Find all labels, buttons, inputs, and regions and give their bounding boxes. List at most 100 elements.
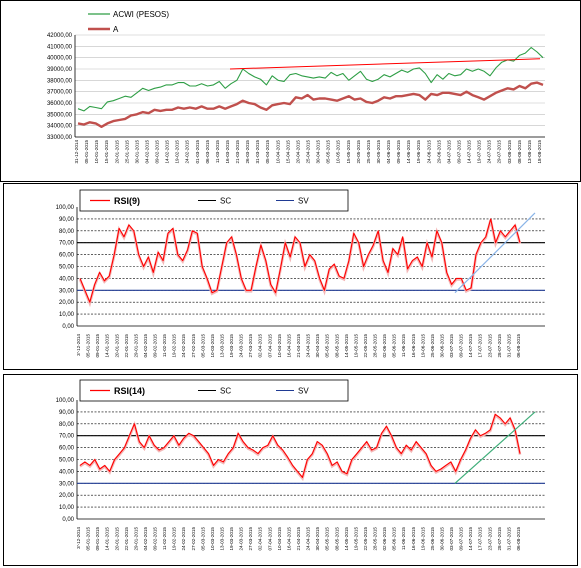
x-tick-label: 20-01-2015 (114, 334, 119, 358)
x-tick-label: 09-02-2015 (153, 527, 158, 551)
x-tick-label: 04-02-2015 (143, 334, 148, 358)
x-tick-label: 19-06-2015 (420, 334, 425, 358)
y-tick-label: 34000,00 (47, 124, 73, 130)
x-tick-label: 15-05-2015 (346, 140, 351, 164)
x-tick-label: 21-04-2015 (296, 334, 301, 358)
x-tick-label: 30-04-2015 (315, 527, 320, 551)
chart-2: 0,00 10,00 20,00 30,00 40,00 50,00 60,00 70,00 8… (3, 183, 578, 370)
x-tick-label: 10-04-2015 (275, 140, 280, 164)
x-tick-label: 30-01-2015 (134, 140, 139, 164)
y-tick-label: 50,00 (59, 458, 75, 464)
x-tick-label: 02-06-2015 (382, 334, 387, 358)
y-tick-label: 42000,00 (47, 33, 73, 39)
x-tick-label: 22-05-2015 (363, 527, 368, 551)
chart-frame (0, 0, 581, 182)
x-tick-label: 07-04-2015 (267, 334, 272, 358)
y-tick-label: 60,00 (59, 253, 75, 259)
legend-label: RSI(14) (114, 386, 145, 396)
legend-label: SC (220, 197, 231, 206)
x-tick-label: 30-05-2015 (376, 140, 381, 164)
x-tick-label: 06-08-2015 (516, 527, 521, 551)
x-tick-label: 31-03-2015 (255, 140, 260, 164)
x-tick-label: 24-02-2015 (181, 527, 186, 551)
legend-label: A (113, 25, 119, 34)
x-tick-label: 05-05-2015 (325, 527, 330, 551)
x-tick-label: 31-07-2015 (506, 334, 511, 358)
series-line-3 (229, 58, 541, 70)
x-tick-label: 30-06-2015 (439, 527, 444, 551)
x-tick-label: 09-07-2015 (456, 140, 461, 164)
series-line-2 (77, 81, 544, 128)
x-tick-label: 24-04-2015 (306, 527, 311, 551)
y-tick-label: 60,00 (59, 446, 75, 452)
x-tick-label: 22-05-2015 (363, 334, 368, 358)
x-tick-label: 19-06-2015 (420, 527, 425, 551)
y-tick-label: 50,00 (59, 265, 75, 271)
y-tick-label: 40,00 (59, 276, 75, 282)
x-tick-label: 11-02-2015 (162, 334, 167, 358)
x-tick-label: 08-08-2015 (517, 140, 522, 164)
y-tick-label: 70,00 (59, 434, 75, 440)
legend-label: SV (298, 387, 309, 396)
x-tick-label: 05-06-2015 (392, 334, 397, 358)
x-tick-label: 13-03-2015 (219, 334, 224, 358)
x-tick-label: 27-02-2015 (191, 527, 196, 551)
x-tick-label: 27-03-2015 (248, 334, 253, 358)
x-tick-label: 02-04-2015 (258, 527, 263, 551)
x-tick-label: 29-07-2015 (497, 140, 502, 164)
x-tick-label: 11-06-2015 (401, 334, 406, 358)
x-tick-label: 14-05-2015 (344, 527, 349, 551)
x-tick-label: 08-05-2015 (334, 527, 339, 551)
x-tick-label: 25-05-2015 (366, 140, 371, 164)
x-tick-label: 29-01-2015 (133, 334, 138, 358)
x-tick-label: 17-07-2015 (478, 527, 483, 551)
x-tick-label: 09-02-2015 (153, 334, 158, 358)
x-tick-label: 19-07-2015 (477, 140, 482, 164)
x-tick-label: 22-01-2015 (124, 527, 129, 551)
y-tick-label: 90,00 (59, 217, 75, 223)
x-tick-label: 25-06-2015 (430, 527, 435, 551)
x-tick-label: 24-06-2015 (426, 140, 431, 164)
x-tick-label: 29-01-2015 (133, 527, 138, 551)
x-tick-label: 14-07-2015 (467, 140, 472, 164)
x-tick-label: 16-04-2015 (286, 527, 291, 551)
x-tick-label: 09-01-2015 (95, 334, 100, 358)
chart-3: 0,00 10,00 20,00 30,00 40,00 50,00 60,00 70,00 8… (3, 374, 578, 566)
x-tick-label: 05-01-2015 (84, 140, 89, 164)
x-tick-label: 20-01-2015 (114, 527, 119, 551)
x-tick-label: 19-03-2015 (229, 527, 234, 551)
x-tick-label: 28-07-2015 (497, 334, 502, 358)
x-tick-label: 11-06-2015 (401, 527, 406, 551)
x-tick-label: 20-05-2015 (356, 140, 361, 164)
x-tick-label: 19-03-2015 (229, 334, 234, 358)
x-tick-label: 05-01-2015 (86, 334, 91, 358)
y-tick-label: 39000,00 (47, 67, 73, 73)
x-tick-label: 27-03-2015 (248, 527, 253, 551)
legend-label: ACWI (PESOS) (113, 10, 169, 19)
x-tick-label: 31-07-2015 (506, 527, 511, 551)
x-tick-label: 24-02-2015 (181, 334, 186, 358)
x-tick-label: 19-02-2015 (175, 140, 180, 164)
x-tick-label: 14-05-2015 (344, 334, 349, 358)
x-tick-label: 11-02-2015 (162, 527, 167, 551)
x-tick-label: 02-06-2015 (382, 527, 387, 551)
x-tick-label: 03-07-2015 (449, 527, 454, 551)
x-tick-label: 02-04-2015 (258, 334, 263, 358)
x-tick-label: 14-01-2015 (105, 527, 110, 551)
x-tick-label: 05-05-2015 (325, 334, 330, 358)
x-tick-label: 19-02-2015 (172, 334, 177, 358)
x-tick-label: 05-03-2015 (200, 334, 205, 358)
x-tick-label: 07-04-2015 (267, 527, 272, 551)
y-tick-label: 38000,00 (47, 78, 73, 84)
x-tick-label: 04-07-2015 (446, 140, 451, 164)
y-tick-label: 0,00 (62, 517, 74, 523)
x-tick-label: 31-12-2014 (74, 140, 79, 164)
x-tick-label: 19-05-2015 (353, 527, 358, 551)
x-tick-label: 19-02-2015 (172, 527, 177, 551)
x-tick-label: 16-03-2015 (225, 140, 230, 164)
x-tick-label: 21-03-2015 (235, 140, 240, 164)
x-tick-label: 23-07-2015 (487, 334, 492, 358)
x-tick-label: 14-07-2015 (468, 334, 473, 358)
y-tick-label: 80,00 (59, 422, 75, 428)
x-tick-label: 23-07-2015 (487, 527, 492, 551)
